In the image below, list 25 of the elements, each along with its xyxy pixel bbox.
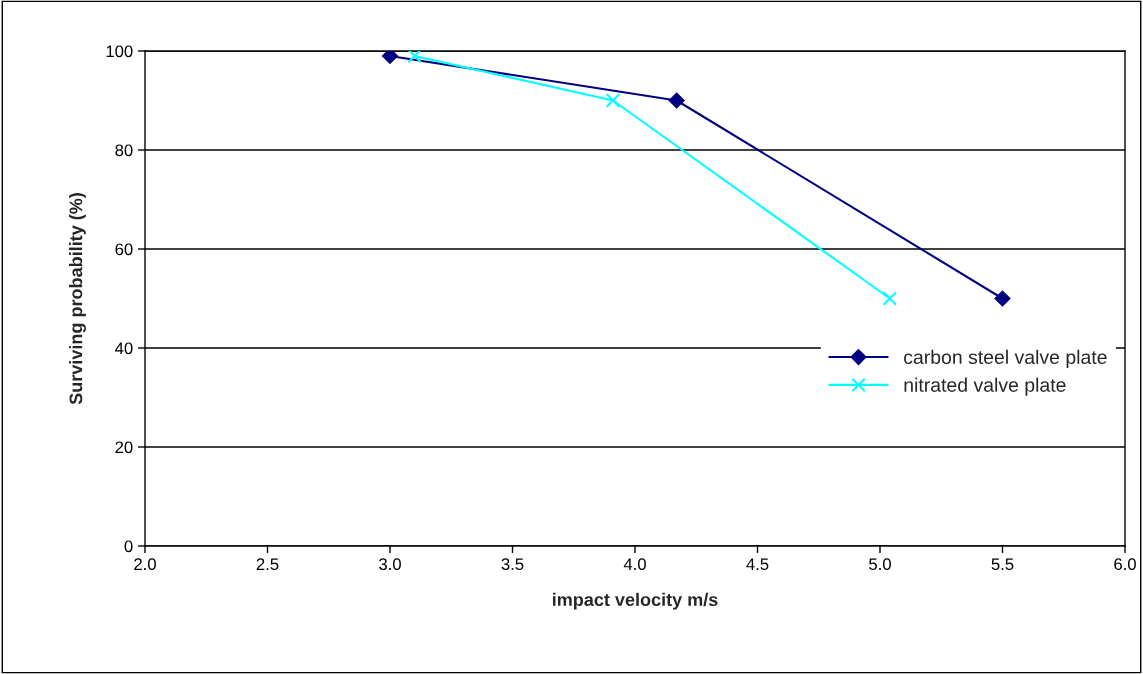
x-tick-label: 3.5 <box>501 558 524 571</box>
y-tick-label: 100 <box>106 45 133 58</box>
x-tick-label: 5.5 <box>991 558 1014 571</box>
x-tick-label: 5.0 <box>869 558 891 571</box>
point <box>994 290 1011 307</box>
point <box>382 51 398 64</box>
y-tick-label: 40 <box>115 342 133 355</box>
x-axis-title: impact velocity m/s <box>552 592 718 610</box>
y-tick-label: 20 <box>115 441 133 454</box>
x-tick-label: 2.0 <box>134 558 156 571</box>
x-tick-label: 4.0 <box>623 558 646 571</box>
y-tick-label: 60 <box>115 243 133 256</box>
y-axis-title: Surviving probability (%) <box>69 193 86 405</box>
legend-label: carbon steel valve plate <box>904 349 1107 368</box>
point <box>882 291 898 306</box>
x-tick-label: 3.0 <box>379 558 401 571</box>
legend-label: nitrated valve plate <box>904 377 1066 396</box>
y-tick-label: 0 <box>124 540 133 553</box>
x-tick-label: 2.5 <box>256 558 279 571</box>
x-tick-label: 6.0 <box>1114 558 1136 571</box>
point <box>605 93 621 108</box>
point <box>407 51 422 64</box>
x-tick-label: 4.5 <box>746 558 769 571</box>
y-tick-label: 80 <box>115 144 133 157</box>
point <box>668 92 685 109</box>
